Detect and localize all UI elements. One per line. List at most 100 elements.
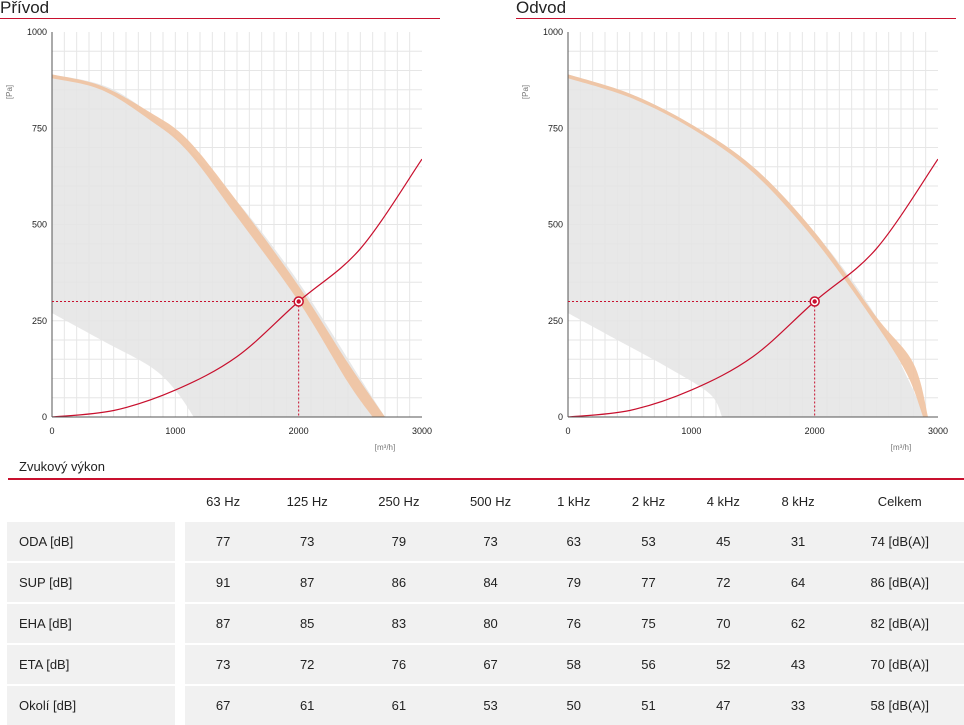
header-8khz: 8 kHz bbox=[781, 493, 815, 509]
table-cell: 61 bbox=[353, 684, 445, 725]
x-tick-label: 0 bbox=[565, 426, 570, 436]
table-row: ODA [dB] 77 73 79 73 63 53 45 31 74 [dB(A)] bbox=[7, 520, 964, 561]
table-row: Okolí [dB] 67 61 61 53 50 51 47 33 58 [dB(A)] bbox=[7, 684, 964, 725]
table-cell: 52 bbox=[685, 643, 761, 684]
sound-section-title: Zvukový výkon bbox=[19, 459, 105, 474]
table-cell: 61 bbox=[261, 684, 354, 725]
chart-title-rule bbox=[516, 18, 956, 19]
operating-point bbox=[812, 299, 817, 304]
fan-curve-band bbox=[52, 74, 385, 417]
table-cell: 73 bbox=[261, 520, 354, 561]
row-label: SUP [dB] bbox=[7, 561, 175, 602]
row-label: ODA [dB] bbox=[7, 520, 175, 561]
chart-title-odvod: Odvod bbox=[516, 0, 567, 17]
header-125hz: 125 Hz bbox=[286, 493, 328, 509]
sound-section-rule bbox=[8, 478, 964, 480]
y-tick-label: 0 bbox=[42, 412, 47, 422]
table-cell: 85 bbox=[261, 602, 354, 643]
table-cell: 84 bbox=[444, 561, 537, 602]
row-label: EHA [dB] bbox=[7, 602, 175, 643]
x-tick-label: 1000 bbox=[165, 426, 185, 436]
y-tick-label: 250 bbox=[32, 316, 47, 326]
y-tick-label: 1000 bbox=[27, 27, 47, 37]
table-cell: 53 bbox=[444, 684, 537, 725]
table-cell: 77 bbox=[611, 561, 686, 602]
y-tick-label: 250 bbox=[548, 316, 563, 326]
table-cell: 76 bbox=[353, 643, 445, 684]
table-cell: 64 bbox=[760, 561, 836, 602]
header-4khz: 4 kHz bbox=[706, 493, 740, 509]
table-cell: 62 bbox=[760, 602, 836, 643]
header-corner bbox=[7, 482, 175, 520]
table-cell: 75 bbox=[611, 602, 686, 643]
x-tick-label: 0 bbox=[49, 426, 54, 436]
table-cell: 51 bbox=[611, 684, 686, 725]
x-tick-label: 3000 bbox=[412, 426, 432, 436]
header-500hz: 500 Hz bbox=[469, 493, 512, 509]
y-tick-label: 1000 bbox=[543, 27, 563, 37]
table-cell: 63 bbox=[536, 520, 612, 561]
table-cell: 72 bbox=[261, 643, 354, 684]
y-tick-label: 500 bbox=[32, 220, 47, 230]
table-cell: 72 bbox=[685, 561, 761, 602]
table-cell: 79 bbox=[536, 561, 612, 602]
table-cell: 56 bbox=[611, 643, 686, 684]
header-63hz: 63 Hz bbox=[206, 493, 241, 509]
operating-region bbox=[568, 74, 926, 417]
chart-title-rule bbox=[0, 18, 440, 19]
table-cell: 53 bbox=[611, 520, 686, 561]
table-row: SUP [dB] 91 87 86 84 79 77 72 64 86 [dB(A)] bbox=[7, 561, 964, 602]
table-row: EHA [dB] 87 85 83 80 76 75 70 62 82 [dB(A)] bbox=[7, 602, 964, 643]
system-curve bbox=[52, 158, 422, 417]
sound-power-table: 63 Hz 125 Hz 250 Hz 500 Hz 1 kHz 2 kHz 4… bbox=[7, 482, 964, 725]
table-cell: 77 bbox=[185, 520, 262, 561]
y-tick-label: 500 bbox=[548, 220, 563, 230]
table-cell: 43 bbox=[760, 643, 836, 684]
x-axis-label: [m³/h] bbox=[891, 443, 911, 452]
table-cell: 83 bbox=[353, 602, 445, 643]
table-cell: 70 [dB(A)] bbox=[835, 643, 964, 684]
table-cell: 70 bbox=[685, 602, 761, 643]
row-label: ETA [dB] bbox=[7, 643, 175, 684]
header-2khz: 2 kHz bbox=[631, 493, 666, 509]
table-cell: 79 bbox=[353, 520, 445, 561]
table-cell: 67 bbox=[185, 684, 262, 725]
table-header-row: 63 Hz 125 Hz 250 Hz 500 Hz 1 kHz 2 kHz 4… bbox=[7, 482, 964, 520]
y-axis-label: [Pa] bbox=[5, 85, 14, 99]
x-tick-label: 1000 bbox=[681, 426, 701, 436]
table-cell: 58 [dB(A)] bbox=[835, 684, 964, 725]
table-cell: 80 bbox=[444, 602, 537, 643]
x-tick-label: 2000 bbox=[805, 426, 825, 436]
system-curve bbox=[568, 158, 938, 417]
x-tick-label: 2000 bbox=[289, 426, 309, 436]
chart-privod: 0 1000 2000 3000 0 250 500 750 1000 [Pa] [m³/h] bbox=[5, 27, 432, 452]
header-celkem: Celkem bbox=[877, 493, 922, 509]
x-tick-label: 3000 bbox=[928, 426, 948, 436]
table-cell: 86 [dB(A)] bbox=[835, 561, 964, 602]
y-tick-label: 0 bbox=[558, 412, 563, 422]
table-row: ETA [dB] 73 72 76 67 58 56 52 43 70 [dB(A)] bbox=[7, 643, 964, 684]
table-cell: 31 bbox=[760, 520, 836, 561]
y-axis-label: [Pa] bbox=[521, 85, 530, 99]
y-tick-label: 750 bbox=[32, 123, 47, 133]
table-cell: 82 [dB(A)] bbox=[835, 602, 964, 643]
table-cell: 33 bbox=[760, 684, 836, 725]
table-cell: 50 bbox=[536, 684, 612, 725]
table-cell: 45 bbox=[685, 520, 761, 561]
x-axis-label: [m³/h] bbox=[375, 443, 395, 452]
table-cell: 58 bbox=[536, 643, 612, 684]
operating-region bbox=[52, 74, 385, 417]
chart-title-privod: Přívod bbox=[0, 0, 50, 17]
y-tick-label: 750 bbox=[548, 123, 563, 133]
table-cell: 91 bbox=[185, 561, 262, 602]
table-cell: 74 [dB(A)] bbox=[835, 520, 964, 561]
chart-odvod: 0 1000 2000 3000 0 250 500 750 1000 [Pa] [m³/h] bbox=[521, 27, 948, 452]
table-cell: 73 bbox=[185, 643, 262, 684]
table-cell: 87 bbox=[261, 561, 354, 602]
header-1khz: 1 kHz bbox=[557, 493, 591, 509]
header-250hz: 250 Hz bbox=[378, 493, 420, 509]
table-cell: 86 bbox=[353, 561, 445, 602]
table-cell: 76 bbox=[536, 602, 612, 643]
table-cell: 87 bbox=[185, 602, 262, 643]
row-label: Okolí [dB] bbox=[7, 684, 175, 725]
